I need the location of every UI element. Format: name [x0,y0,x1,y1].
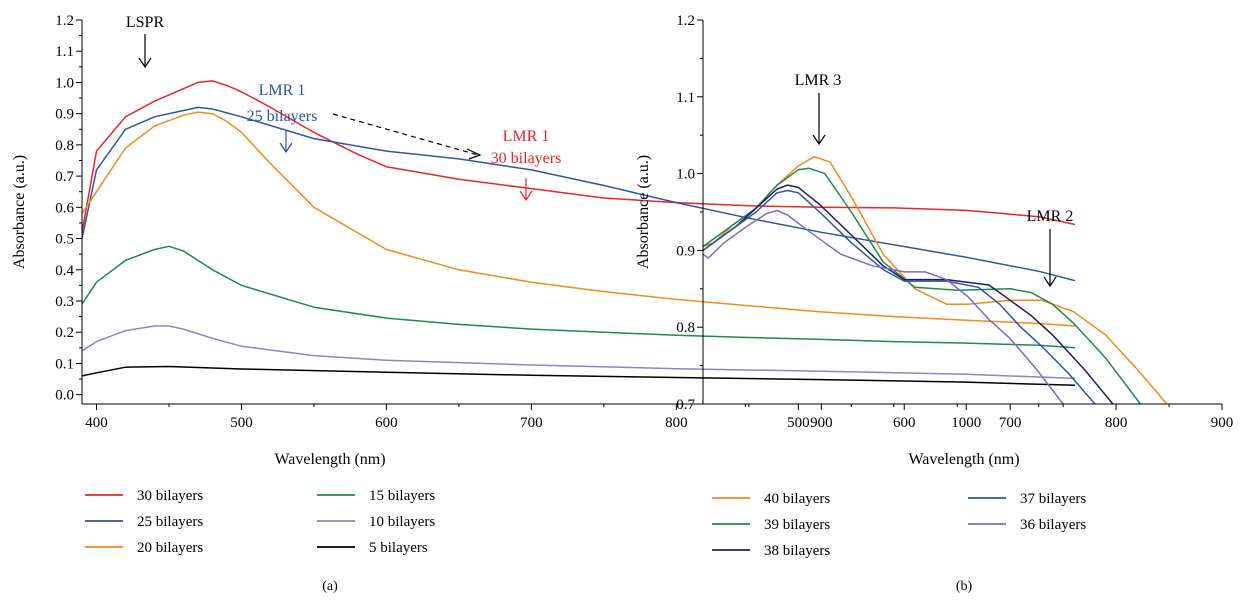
x-tick-label: 800 [665,415,688,431]
series-line-37-bilayers [703,189,1096,404]
y-tick-label: 0.9 [676,243,695,259]
x-tick-label: 500 [230,415,253,431]
x-tick-label: 800 [1105,415,1128,431]
panel-b-y-axis-label: Absorbance (a.u.) [635,155,652,269]
x-tick-label: 500 [787,415,810,431]
series-line-15-bilayers [82,245,1075,349]
annotation-lmr1-30-arrow [519,178,533,202]
legend-label: 15 bilayers [369,488,435,504]
x-tick-label: 400 [85,415,108,431]
series-line-36-bilayers [703,209,1064,404]
y-tick-label: 1.2 [676,13,695,29]
y-tick-label: 0.9 [55,107,74,123]
legend-label: 30 bilayers [137,488,203,504]
legend-label: 37 bilayers [1020,491,1086,507]
panel-b: 500 600 700 800 900 0.7 0.8 0.9 1.0 1.1 1.2 Wavele… [635,13,1233,468]
x-tick-label: 600 [375,415,398,431]
series-line-5-bilayers [82,365,1075,387]
x-tick-label: 900 [1211,415,1234,431]
panel-a-y-axis-label: Absorbance (a.u.) [11,155,28,269]
series-line-20-bilayers [82,111,1075,327]
annotation-lmr3-arrow [812,93,826,146]
legend-label: 5 bilayers [369,540,428,556]
y-tick-label: 1.2 [55,13,74,29]
x-tick-label: 900 [810,415,833,431]
y-tick-label: 1.1 [55,44,74,60]
y-tick-label: 1.0 [55,75,74,91]
series-line-39-bilayers [703,167,1141,404]
legend-label: 20 bilayers [137,540,203,556]
panel-b-x-axis-label: Wavelength (nm) [908,451,1019,468]
annotation-lspr-arrow [138,34,152,69]
y-tick-label: 1.1 [676,90,695,106]
panel-b-series [703,155,1168,404]
annotation-lmr2-arrow [1043,229,1057,288]
y-tick-label: 0.7 [676,397,695,413]
panel-a-label: (a) [322,579,338,594]
annotation-dashed-arrow [332,113,482,160]
annotation-lmr2: LMR 2 [1027,208,1074,225]
annotation-lmr1-30-title: LMR 1 [503,128,550,145]
series-line-10-bilayers [82,325,1075,380]
y-tick-label: 0.5 [55,232,74,248]
panel-b-legend: 40 bilayers 39 bilayers 38 bilayers 37 bila… [712,491,1086,559]
series-line-30-bilayers [82,80,1075,233]
annotation-lspr: LSPR [126,14,165,31]
annotation-lmr1-25-title: LMR 1 [259,82,306,99]
annotation-lmr1-25-subtitle: 25 bilayers [247,108,318,125]
y-tick-label: 0.6 [55,200,74,216]
panel-b-label: (b) [956,579,973,594]
annotation-lmr1-30-subtitle: 30 bilayers [491,150,562,167]
y-tick-label: 0.8 [676,320,695,336]
annotation-lmr1-25-arrow [279,130,293,154]
legend-label: 36 bilayers [1020,517,1086,533]
y-tick-label: 0.2 [55,325,74,341]
y-tick-label: 0.7 [55,169,74,185]
legend-label: 10 bilayers [369,514,435,530]
annotation-lmr3: LMR 3 [795,72,842,89]
panel-a-legend: 30 bilayers 25 bilayers 20 bilayers 15 bila… [85,488,435,556]
panel-a-series [82,80,1075,387]
series-line-25-bilayers [82,106,1075,282]
y-tick-label: 0.8 [55,138,74,154]
panel-a: 400 500 600 700 800 900 1000 0.0 0.1 0.2 0.3 0.4 0.5… [11,13,1075,468]
legend-label: 40 bilayers [764,491,830,507]
panel-a-x-axis-label: Wavelength (nm) [274,451,385,468]
y-tick-label: 0.4 [55,263,74,279]
y-tick-label: 0.0 [55,388,74,404]
x-tick-label: 600 [893,415,916,431]
legend-label: 38 bilayers [764,543,830,559]
x-tick-label: 700 [520,415,543,431]
y-tick-label: 1.0 [676,167,695,183]
x-tick-label: 1000 [951,415,981,431]
panel-b-ticks: 500 600 700 800 900 0.7 0.8 0.9 1.0 1.1 1.2 [676,13,1233,431]
series-line-38-bilayers [703,184,1114,404]
legend-label: 39 bilayers [764,517,830,533]
x-tick-label: 700 [999,415,1022,431]
panel-a-ticks: 400 500 600 700 800 900 1000 0.0 0.1 0.2 0.3 0.4 0.5… [55,13,1040,431]
legend-label: 25 bilayers [137,514,203,530]
y-tick-label: 0.1 [55,356,74,372]
y-tick-label: 0.3 [55,294,74,310]
